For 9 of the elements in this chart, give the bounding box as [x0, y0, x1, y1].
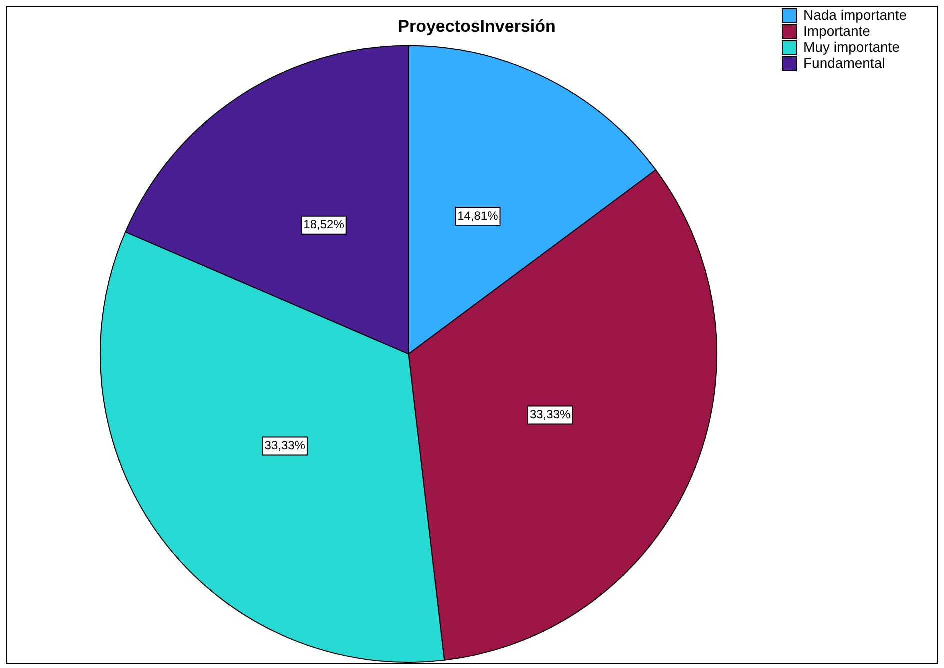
text: ProyectosInversión — [398, 16, 556, 36]
legend-label: Muy importante — [803, 38, 900, 55]
data-label: 18,52% — [304, 218, 345, 232]
data-label: 33,33% — [530, 408, 571, 422]
legend-label: Nada importante — [803, 6, 908, 23]
data-label: 14,81% — [458, 208, 499, 223]
data-label: 33,33% — [264, 438, 306, 453]
legend-label: Importante — [803, 22, 871, 39]
legend-label: Fundamental — [803, 54, 886, 71]
